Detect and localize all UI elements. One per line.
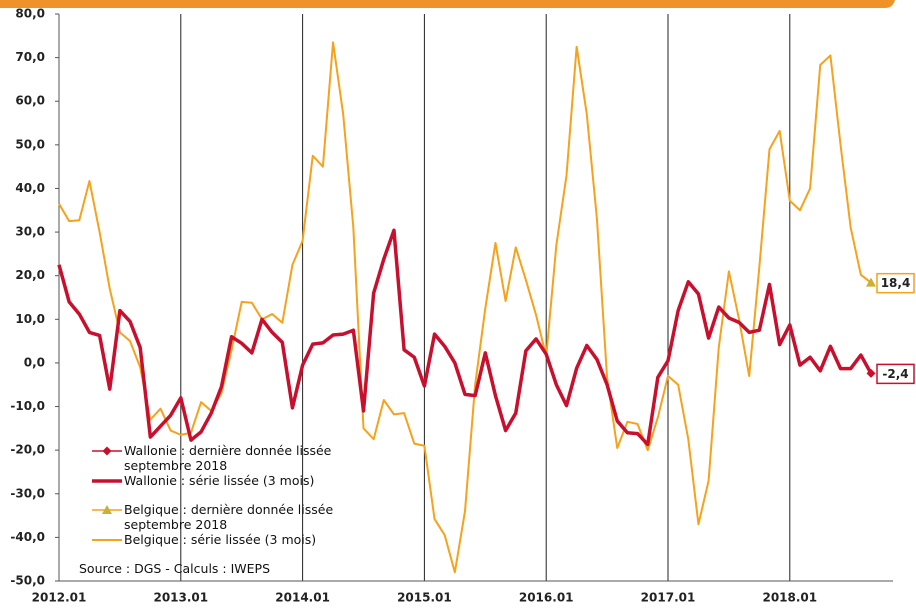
- legend-item: Belgique : dernière donnée lissée septem…: [90, 502, 380, 532]
- value-label: -2,4: [882, 367, 908, 381]
- x-tick-label: 2018.01: [762, 591, 817, 605]
- x-tick-label: 2012.01: [32, 591, 87, 605]
- y-tick-label: -40,0: [10, 530, 45, 544]
- value-label-box: [876, 272, 915, 294]
- x-tick-label: 2014.01: [275, 591, 330, 605]
- y-tick-label: 80,0: [15, 7, 45, 21]
- x-tick-label: 2016.01: [519, 591, 574, 605]
- marker: [866, 368, 876, 378]
- y-tick-label: 30,0: [15, 225, 45, 239]
- series-line: [58, 41, 872, 574]
- legend: Wallonie : dernière donnée lissée septem…: [90, 443, 380, 561]
- top-banner: [0, 0, 895, 8]
- x-tick-label: 2013.01: [153, 591, 208, 605]
- legend-swatch: [92, 478, 122, 483]
- legend-label: Wallonie : dernière donnée lissée septem…: [124, 443, 332, 473]
- legend-item: Wallonie : dernière donnée lissée septem…: [90, 443, 380, 473]
- legend-label: Belgique : dernière donnée lissée septem…: [124, 502, 334, 532]
- value-label-box: [876, 363, 915, 385]
- marker: [102, 505, 112, 514]
- legend-item: Wallonie : série lissée (3 mois): [90, 473, 380, 503]
- y-tick-label: -20,0: [10, 443, 45, 457]
- y-tick-label: -10,0: [10, 399, 45, 413]
- y-tick-label: 20,0: [15, 268, 45, 282]
- x-tick-label: 2015.01: [397, 591, 452, 605]
- legend-swatch: [92, 538, 122, 541]
- y-tick-label: -50,0: [10, 574, 45, 588]
- value-label: 18,4: [881, 276, 911, 290]
- legend-swatch: [92, 446, 122, 456]
- legend-label: Belgique : série lissée (3 mois): [124, 531, 317, 547]
- series-line: [57, 228, 873, 447]
- marker: [866, 277, 876, 287]
- y-tick-label: 0,0: [24, 355, 45, 369]
- source-note: Source : DGS - Calculs : IWEPS: [79, 561, 271, 576]
- legend-item: Belgique : série lissée (3 mois): [90, 532, 380, 562]
- y-tick-label: 70,0: [15, 50, 45, 64]
- y-tick-label: 10,0: [15, 312, 45, 326]
- marker: [102, 446, 112, 456]
- y-tick-label: -30,0: [10, 486, 45, 500]
- legend-swatch: [92, 505, 122, 514]
- y-tick-label: 50,0: [15, 137, 45, 151]
- legend-label: Wallonie : série lissée (3 mois): [124, 472, 315, 488]
- y-tick-label: 40,0: [15, 181, 45, 195]
- y-tick-label: 60,0: [15, 94, 45, 108]
- x-tick-label: 2017.01: [641, 591, 696, 605]
